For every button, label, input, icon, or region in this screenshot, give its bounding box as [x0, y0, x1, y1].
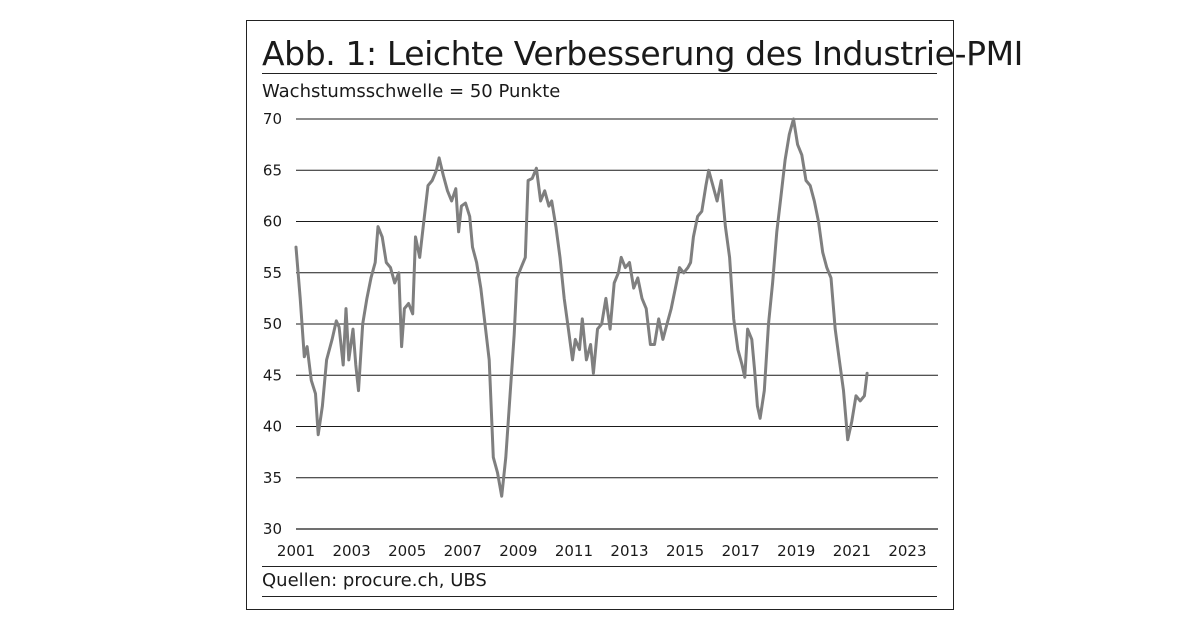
- x-tick-label: 2007: [444, 542, 482, 560]
- y-tick-label: 60: [263, 213, 282, 231]
- x-tick-label: 2003: [332, 542, 370, 560]
- chart-subtitle: Wachstumsschwelle = 50 Punkte: [262, 81, 561, 102]
- x-tick-label: 2017: [722, 542, 760, 560]
- y-tick-label: 50: [263, 315, 282, 333]
- y-tick-label: 65: [263, 161, 282, 179]
- x-tick-label: 2001: [277, 542, 315, 560]
- x-tick-label: 2005: [388, 542, 426, 560]
- x-tick-label: 2011: [555, 542, 593, 560]
- x-tick-label: 2015: [666, 542, 704, 560]
- y-tick-label: 70: [263, 110, 282, 128]
- chart-source: Quellen: procure.ch, UBS: [262, 570, 487, 591]
- x-tick-label: 2023: [888, 542, 926, 560]
- y-tick-labels: 30 35 40 45 50 55 60 65 70: [263, 110, 282, 538]
- chart-frame: [246, 20, 954, 610]
- x-tick-label: 2013: [610, 542, 648, 560]
- y-tick-label: 35: [263, 469, 282, 487]
- x-tick-label: 2009: [499, 542, 537, 560]
- y-tick-label: 40: [263, 418, 282, 436]
- x-tick-labels: 2001 2003 2005 2007 2009 2011 2013 2015 2017 2019…: [277, 542, 927, 560]
- gridlines: [296, 118, 938, 530]
- source-divider-bottom: [262, 596, 937, 597]
- series-line-pmi: [294, 117, 869, 498]
- y-tick-label: 45: [263, 366, 282, 384]
- x-tick-label: 2019: [777, 542, 815, 560]
- source-divider-top: [262, 566, 937, 567]
- title-divider: [262, 73, 937, 74]
- y-tick-label: 30: [263, 520, 282, 538]
- chart-title: Abb. 1: Leichte Verbesserung des Industr…: [262, 34, 1023, 73]
- x-tick-label: 2021: [833, 542, 871, 560]
- y-tick-label: 55: [263, 264, 282, 282]
- series-group: [294, 117, 869, 498]
